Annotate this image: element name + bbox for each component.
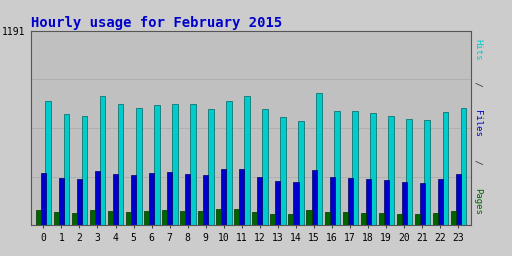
Bar (325, 212, 330, 225)
Bar (280, 118, 286, 225)
Bar (360, 213, 366, 225)
Bar (311, 170, 316, 225)
Bar (343, 212, 348, 225)
Bar (433, 212, 438, 225)
Bar (451, 211, 456, 225)
Bar (167, 172, 172, 225)
Bar (190, 104, 196, 225)
Text: /: / (473, 76, 482, 92)
Bar (383, 180, 389, 225)
Bar (420, 183, 425, 225)
Bar (270, 214, 275, 225)
Bar (461, 109, 466, 225)
Text: Files: Files (473, 110, 482, 136)
Bar (172, 104, 178, 225)
Bar (54, 212, 59, 225)
Bar (293, 182, 298, 225)
Bar (262, 109, 268, 225)
Bar (154, 105, 160, 225)
Bar (59, 178, 64, 225)
Bar (258, 177, 263, 225)
Text: /: / (473, 154, 482, 170)
Bar (180, 211, 185, 225)
Bar (126, 212, 131, 225)
Bar (415, 214, 420, 225)
Bar (275, 181, 281, 225)
Bar (288, 214, 293, 225)
Bar (442, 112, 449, 225)
Bar (379, 213, 383, 225)
Bar (316, 93, 322, 225)
Bar (407, 119, 412, 225)
Bar (77, 179, 82, 225)
Bar (366, 179, 371, 225)
Bar (208, 109, 214, 225)
Bar (389, 116, 394, 225)
Text: Hourly usage for February 2015: Hourly usage for February 2015 (31, 16, 282, 29)
Bar (239, 169, 244, 225)
Bar (41, 173, 46, 225)
Bar (100, 96, 105, 225)
Bar (221, 169, 226, 225)
Text: Pages: Pages (473, 188, 482, 214)
Bar (131, 175, 136, 225)
Bar (95, 170, 100, 225)
Bar (113, 174, 118, 225)
Bar (90, 210, 95, 225)
Bar (252, 212, 258, 225)
Bar (244, 96, 250, 225)
Bar (352, 111, 358, 225)
Bar (330, 177, 335, 225)
Bar (456, 174, 461, 225)
Bar (149, 173, 154, 225)
Bar (81, 116, 88, 225)
Bar (397, 214, 402, 225)
Bar (402, 183, 407, 225)
Bar (348, 178, 353, 225)
Bar (63, 114, 69, 225)
Bar (216, 209, 221, 225)
Bar (334, 111, 340, 225)
Bar (370, 113, 376, 225)
Bar (307, 210, 311, 225)
Bar (108, 211, 113, 225)
Bar (424, 120, 430, 225)
Bar (198, 211, 203, 225)
Bar (46, 101, 51, 225)
Bar (185, 174, 190, 225)
Bar (226, 101, 232, 225)
Bar (72, 213, 77, 225)
Bar (136, 109, 141, 225)
Bar (162, 210, 167, 225)
Bar (234, 209, 239, 225)
Bar (144, 211, 149, 225)
Bar (438, 179, 443, 225)
Bar (203, 175, 208, 225)
Text: Hits: Hits (473, 39, 482, 61)
Bar (118, 104, 123, 225)
Bar (36, 210, 41, 225)
Bar (298, 121, 304, 225)
